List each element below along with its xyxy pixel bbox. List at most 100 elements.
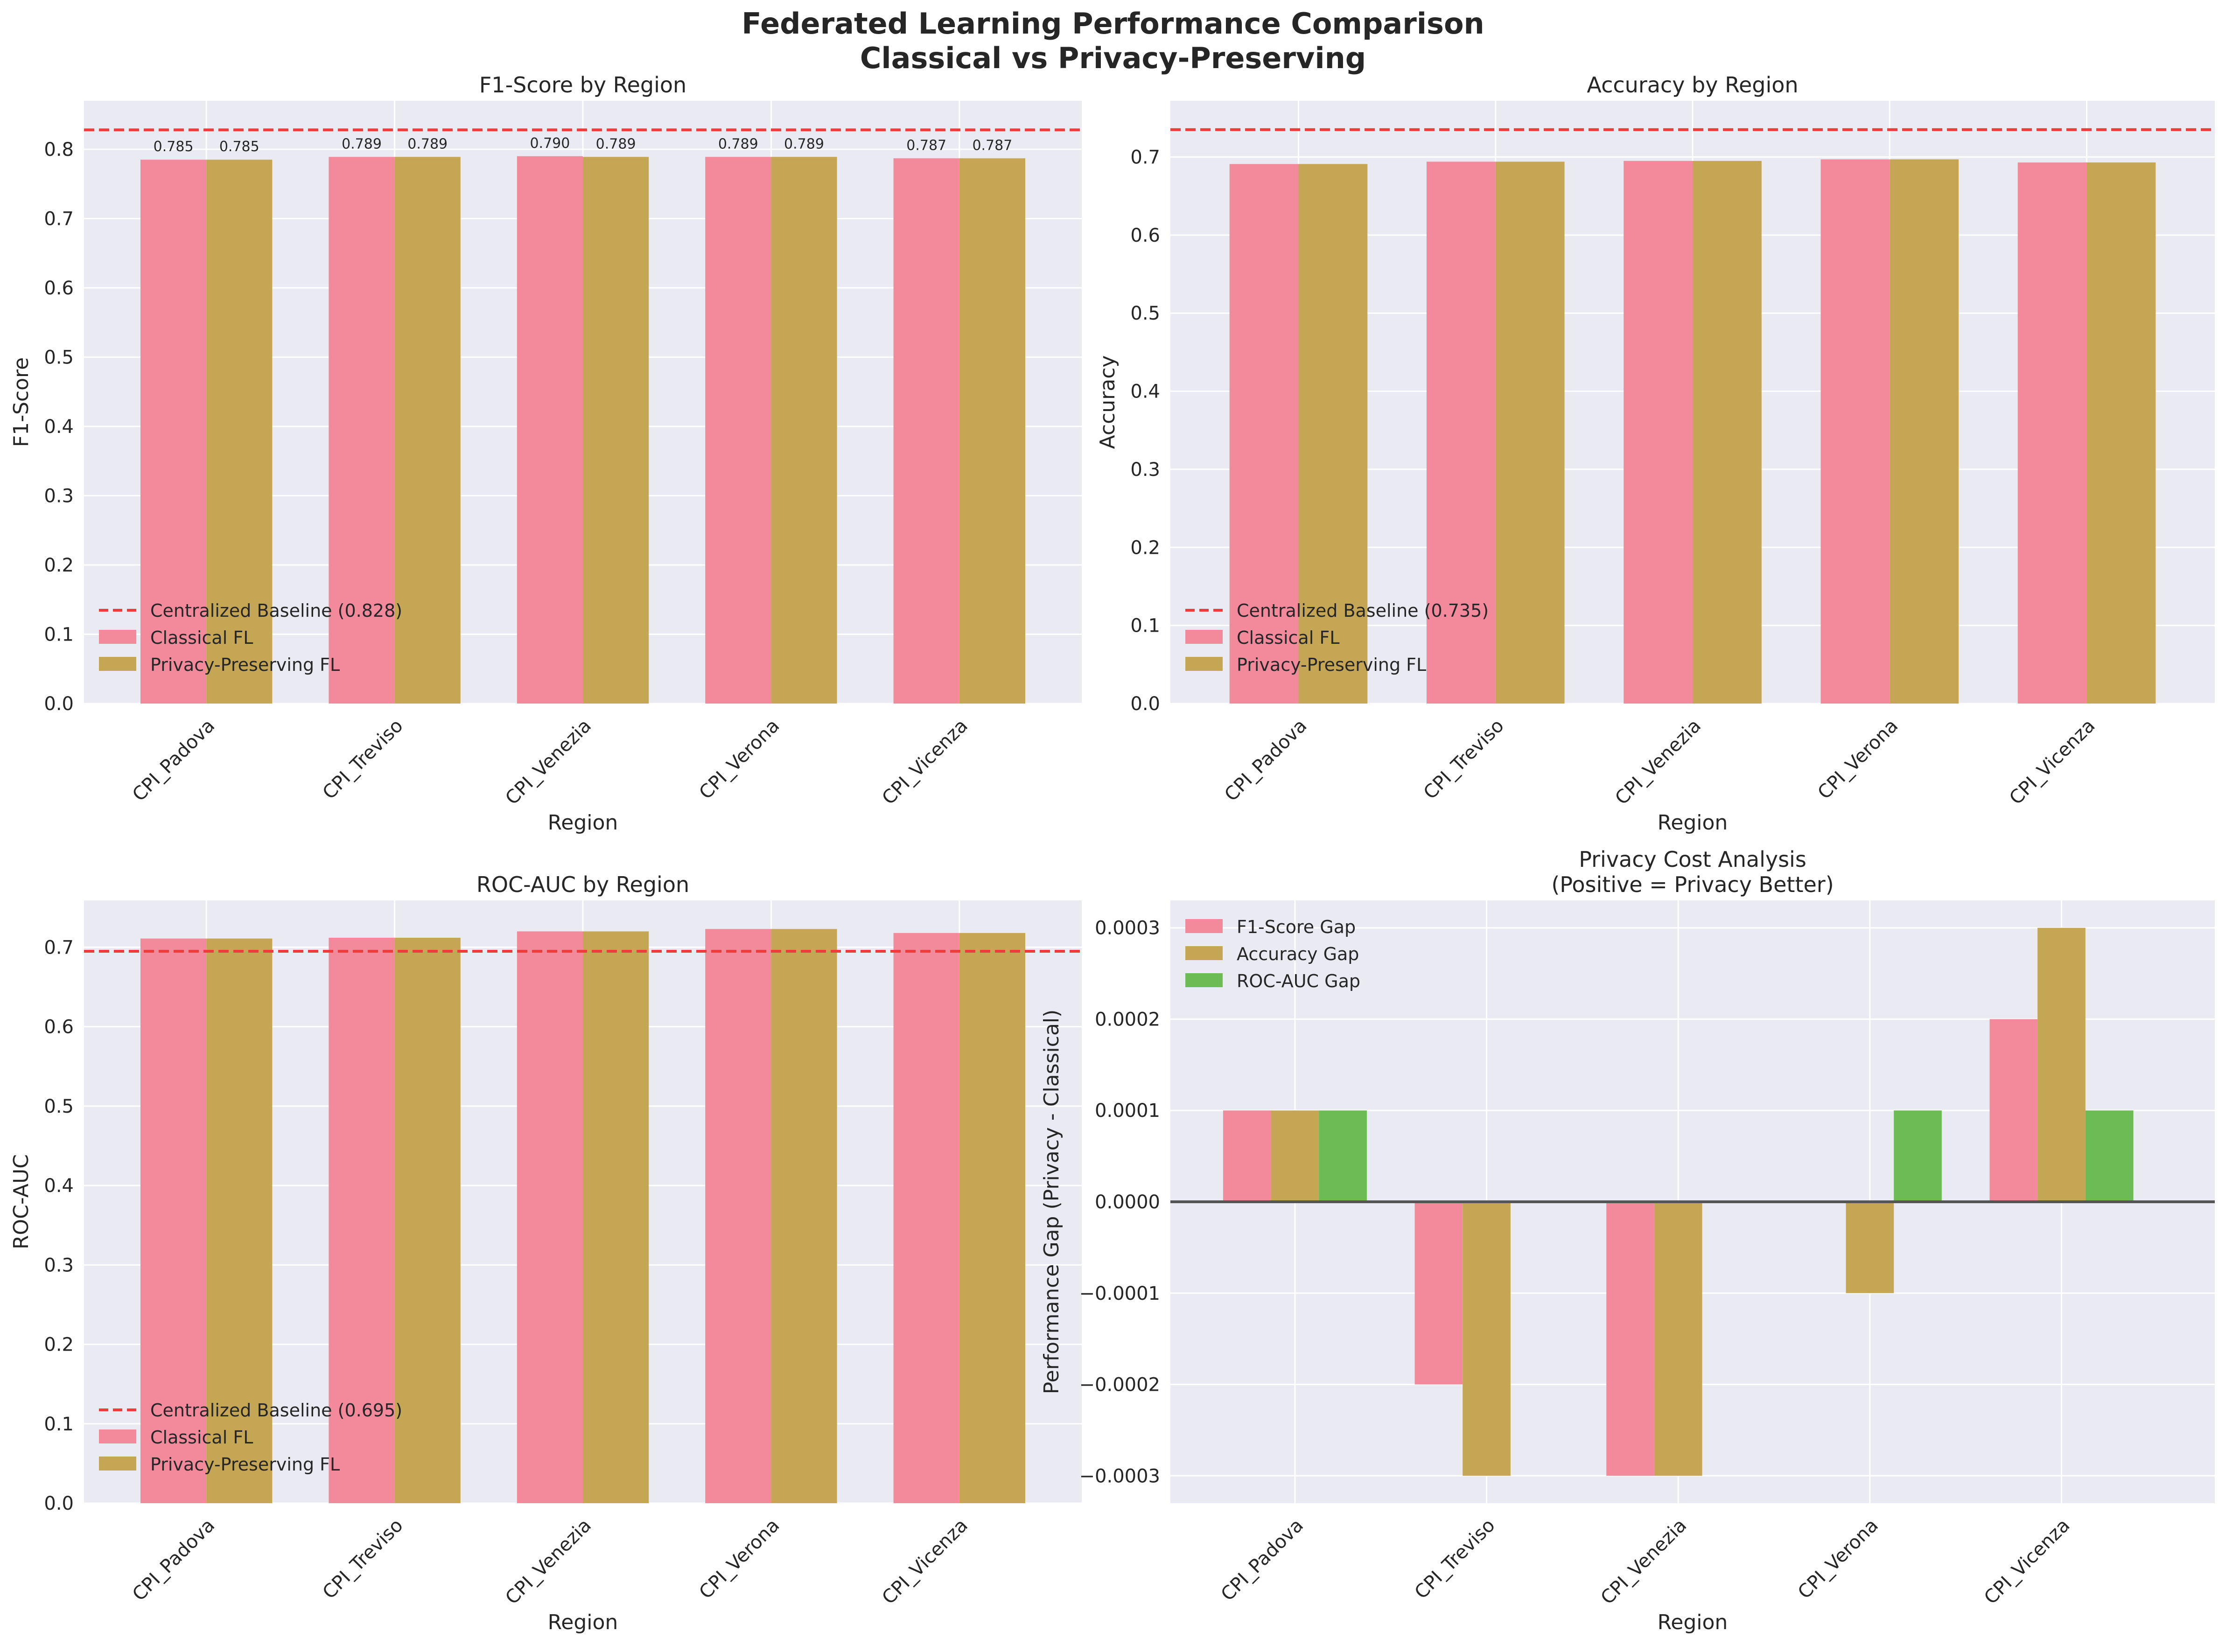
bar-privacy-preserving-fl-cpi-verona (1890, 159, 1959, 704)
y-axis-label: ROC-AUC (9, 1154, 33, 1249)
y-tick-label: 0.6 (44, 1017, 74, 1038)
legend-swatch (1185, 630, 1223, 644)
bar-privacy-preserving-fl-cpi-verona (771, 157, 837, 704)
figure-title: Federated Learning Performance Compariso… (0, 7, 2226, 76)
chart-title: F1-Score by Region (479, 72, 686, 98)
legend-swatch (99, 630, 136, 644)
x-tick-label: CPI_Padova (1217, 1515, 1308, 1605)
bar-value-label: 0.787 (906, 137, 946, 153)
y-tick-label: −0.0002 (1079, 1374, 1160, 1396)
bar-classical-fl-cpi-verona (705, 157, 771, 704)
x-tick-label: CPI_Vicenza (1980, 1515, 2074, 1609)
bar-accuracy-gap-cpi-treviso (1463, 1202, 1511, 1476)
x-tick-label: CPI_Treviso (1420, 715, 1508, 804)
x-axis-label: Region (1658, 1610, 1728, 1634)
chart-title: Accuracy by Region (1587, 72, 1798, 98)
bar-privacy-preserving-fl-cpi-vicenza (2086, 162, 2156, 704)
x-tick-label: CPI_Padova (1220, 715, 1311, 806)
y-axis-label: Performance Gap (Privacy - Classical) (1040, 1010, 1064, 1394)
legend: F1-Score Gap Accuracy Gap ROC-AUC Gap (1185, 917, 1360, 991)
chart-roc: 0.0 0.1 0.2 0.3 0.4 0.5 0.6 0.7 CPI_Padova CPI_Tr… (9, 872, 1082, 1634)
y-tick-label: 0.0003 (1095, 918, 1160, 939)
bar-classical-fl-cpi-treviso (329, 938, 395, 1503)
bar-value-label: 0.787 (972, 137, 1012, 153)
bar-f1-score-gap-cpi-venezia (1606, 1202, 1654, 1476)
bar-privacy-preserving-fl-cpi-venezia (583, 157, 649, 704)
legend-swatch (99, 1429, 136, 1443)
x-axis-label: Region (1658, 811, 1728, 835)
bar-value-label: 0.785 (219, 139, 259, 155)
y-tick-label: 0.4 (1130, 381, 1160, 403)
legend-label: Accuracy Gap (1237, 944, 1359, 964)
y-tick-label: 0.0000 (1095, 1192, 1160, 1213)
legend-label: Classical FL (1237, 627, 1339, 648)
x-tick-label: CPI_Treviso (1411, 1515, 1499, 1603)
legend-label: ROC-AUC Gap (1237, 971, 1360, 991)
legend-label: Classical FL (150, 1427, 253, 1448)
figure-title-line1: Federated Learning Performance Compariso… (742, 7, 1484, 41)
legend-label: Centralized Baseline (0.695) (150, 1400, 402, 1421)
legend-swatch (99, 1457, 136, 1471)
bar-privacy-preserving-fl-cpi-treviso (1495, 161, 1565, 704)
x-tick-label: CPI_Treviso (319, 715, 407, 804)
bar-classical-fl-cpi-padova (140, 938, 207, 1503)
y-tick-label: 0.0 (44, 693, 74, 715)
x-tick-label: CPI_Venezia (1611, 715, 1705, 809)
x-tick-label: CPI_Venezia (1597, 1515, 1691, 1609)
x-tick-label: CPI_Vicenza (878, 715, 972, 809)
y-tick-label: 0.7 (1130, 146, 1160, 168)
figure-title-line2: Classical vs Privacy-Preserving (860, 41, 1366, 75)
bar-f1-score-gap-cpi-vicenza (1989, 1019, 2038, 1202)
bar-classical-fl-cpi-vicenza (893, 158, 959, 704)
bar-value-label: 0.785 (154, 139, 194, 155)
bar-value-label: 0.789 (342, 136, 382, 152)
y-tick-label: 0.3 (44, 485, 74, 507)
legend-label: Centralized Baseline (0.828) (150, 600, 402, 621)
legend-label: F1-Score Gap (1237, 917, 1356, 937)
x-tick-label: CPI_Vicenza (2005, 715, 2099, 809)
x-tick-label: CPI_Verona (1813, 715, 1902, 804)
bar-privacy-preserving-fl-cpi-vicenza (959, 933, 1025, 1503)
y-tick-label: 0.0 (1130, 693, 1160, 715)
bar-value-label: 0.790 (530, 135, 570, 152)
x-axis-label: Region (548, 1610, 618, 1634)
legend: Centralized Baseline (0.735) Classical FL… (1185, 600, 1489, 675)
y-tick-label: 0.4 (44, 416, 74, 438)
y-axis-label: F1-Score (9, 357, 33, 447)
y-tick-label: 0.7 (44, 937, 74, 958)
bar-privacy-preserving-fl-cpi-padova (206, 160, 273, 704)
y-tick-label: 0.0002 (1095, 1009, 1160, 1030)
y-tick-label: 0.2 (44, 555, 74, 576)
x-axis-label: Region (548, 811, 618, 835)
bar-classical-fl-cpi-padova (1229, 164, 1299, 704)
y-tick-label: 0.5 (44, 1096, 74, 1117)
bar-classical-fl-cpi-padova (140, 160, 207, 704)
x-tick-label: CPI_Padova (128, 1515, 219, 1605)
x-tick-label: CPI_Verona (695, 715, 784, 804)
bar-accuracy-gap-cpi-vicenza (2037, 927, 2086, 1202)
x-tick-label: CPI_Venezia (501, 1515, 595, 1609)
legend-label: Privacy-Preserving FL (150, 1454, 340, 1475)
y-tick-label: 0.6 (1130, 225, 1160, 246)
y-tick-label: 0.5 (44, 347, 74, 368)
chart-title: Privacy Cost Analysis (1579, 847, 1806, 872)
bar-value-label: 0.789 (407, 136, 448, 152)
bar-f1-score-gap-cpi-treviso (1414, 1202, 1463, 1385)
legend: Centralized Baseline (0.828) Classical FL… (99, 600, 402, 675)
chart-gap: −0.0003 −0.0002 −0.0001 0.0000 0.0001 0.0002 0… (1040, 847, 2215, 1634)
bar-value-label: 0.789 (718, 136, 758, 152)
legend-label: Privacy-Preserving FL (1237, 655, 1426, 675)
bar-classical-fl-cpi-verona (705, 929, 771, 1503)
y-tick-label: 0.6 (44, 278, 74, 299)
bar-privacy-preserving-fl-cpi-padova (1298, 164, 1368, 704)
bar-value-label: 0.789 (784, 136, 824, 152)
bar-privacy-preserving-fl-cpi-treviso (394, 157, 461, 704)
legend-swatch (1185, 919, 1223, 933)
y-tick-label: 0.0001 (1095, 1100, 1160, 1122)
legend-swatch (1185, 973, 1223, 987)
bar-privacy-preserving-fl-cpi-venezia (583, 931, 649, 1503)
bar-accuracy-gap-cpi-verona (1846, 1202, 1894, 1293)
y-tick-label: 0.1 (1130, 615, 1160, 637)
y-tick-label: 0.4 (44, 1175, 74, 1197)
